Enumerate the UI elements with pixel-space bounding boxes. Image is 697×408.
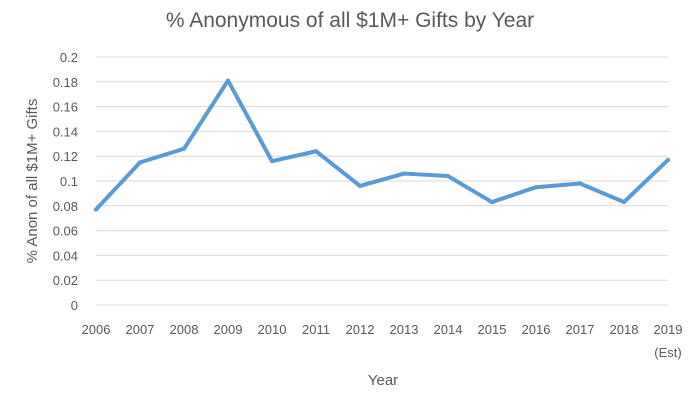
x-tick-label: 2017 xyxy=(566,322,595,337)
y-tick-label: 0.04 xyxy=(53,248,78,263)
x-tick-label: 2013 xyxy=(390,322,419,337)
y-axis-title: % Anon of all $1M+ Gifts xyxy=(24,99,41,264)
data-point-2019 xyxy=(666,157,670,162)
y-tick-label: 0.14 xyxy=(53,124,78,139)
x-tick-label: 2018 xyxy=(610,322,639,337)
x-tick-label: 2009 xyxy=(214,322,243,337)
y-tick-label: 0.2 xyxy=(60,50,78,65)
x-tick-label: 2012 xyxy=(346,322,375,337)
data-point-2011 xyxy=(314,149,318,154)
chart-title: % Anonymous of all $1M+ Gifts by Year xyxy=(166,9,534,32)
y-tick-label: 0.12 xyxy=(53,149,78,164)
y-tick-label: 0.18 xyxy=(53,75,78,90)
y-tick-label: 0.08 xyxy=(53,199,78,214)
x-tick-label: 2016 xyxy=(522,322,551,337)
data-point-2013 xyxy=(402,171,406,176)
data-point-2009 xyxy=(226,78,230,83)
x-tick-label: 2014 xyxy=(434,322,463,337)
x-tick-sublabel: (Est) xyxy=(654,345,681,360)
data-point-2014 xyxy=(446,174,450,179)
x-tick-label: 2006 xyxy=(82,322,111,337)
data-point-2012 xyxy=(358,183,362,188)
x-tick-label: 2008 xyxy=(170,322,199,337)
y-tick-label: 0.1 xyxy=(60,174,78,189)
x-tick-label: 2019 xyxy=(654,322,683,337)
series-layer xyxy=(94,78,670,212)
series-line-0 xyxy=(94,78,670,212)
data-point-2016 xyxy=(534,185,538,190)
data-point-2008 xyxy=(182,146,186,151)
data-point-2017 xyxy=(578,181,582,186)
x-axis-ticks: 2006 2007 2008 2009 2010 2011 2012 2013 2014 2015… xyxy=(82,322,683,360)
x-tick-label: 2010 xyxy=(258,322,287,337)
y-tick-label: 0.06 xyxy=(53,224,78,239)
data-point-2015 xyxy=(490,200,494,205)
y-tick-label: 0.02 xyxy=(53,273,78,288)
x-tick-label: 2015 xyxy=(478,322,507,337)
x-tick-label: 2007 xyxy=(126,322,155,337)
data-point-2010 xyxy=(270,159,274,164)
data-point-2007 xyxy=(138,160,142,165)
y-tick-label: 0.16 xyxy=(53,100,78,115)
data-point-2018 xyxy=(622,200,626,205)
y-tick-label: 0 xyxy=(71,298,78,313)
y-axis-ticks: 0 0.02 0.04 0.06 0.08 0.1 0.12 0.14 0.16 0.18 0.2 xyxy=(53,50,78,313)
x-axis-title: Year xyxy=(368,372,398,389)
x-tick-label: 2011 xyxy=(302,322,330,337)
data-point-2006 xyxy=(94,207,98,212)
